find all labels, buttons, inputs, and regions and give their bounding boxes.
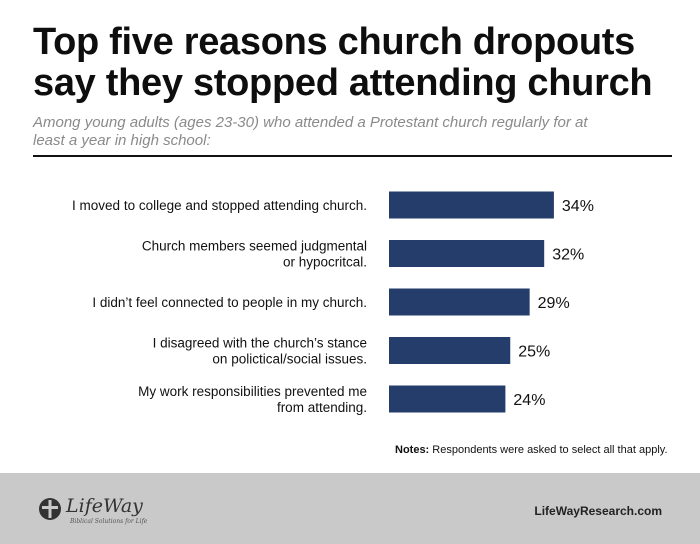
bar-value-label-4: 25%	[518, 344, 550, 361]
note-label: Notes:	[395, 444, 430, 456]
category-label-4: I disagreed with the church’s stance on p…	[153, 336, 367, 367]
category-label-line: I moved to college and stopped attending…	[72, 198, 367, 213]
bar-1	[389, 191, 554, 219]
footer: LifeWay Biblical Solutions for Life Life…	[0, 473, 700, 544]
category-label-line: I didn’t feel connected to people in my …	[92, 295, 367, 310]
category-label-1: I moved to college and stopped attending…	[72, 198, 367, 213]
bar-value-label-1: 34%	[562, 198, 594, 215]
category-label-5: My work responsibilities prevented me fro…	[138, 384, 367, 415]
category-label-3: I didn’t feel connected to people in my …	[92, 295, 367, 310]
bar-5	[389, 385, 506, 413]
category-label-2: Church members seemed judgmental or hypoc…	[142, 239, 367, 270]
bar-value-label-5: 24%	[513, 392, 545, 409]
logo-tagline: Biblical Solutions for Life	[70, 518, 148, 525]
lifeway-cross-icon	[39, 498, 61, 520]
category-label-line: or hypocritcal.	[283, 255, 367, 270]
category-label-line: from attending.	[277, 400, 367, 415]
logo-text: LifeWay	[66, 495, 143, 517]
page-subtitle: Among young adults (ages 23-30) who atte…	[33, 114, 588, 149]
chart-note: Notes: Respondents were asked to select …	[395, 444, 668, 456]
site-link[interactable]: LifeWayResearch.com	[534, 504, 662, 518]
category-label-line: Church members seemed judgmental	[142, 239, 367, 254]
bar-chart: 34% I moved to college and stopped attend…	[72, 191, 594, 415]
page-title: Top five reasons church dropouts say the…	[33, 21, 653, 104]
category-label-line: My work responsibilities prevented me	[138, 384, 367, 399]
bar-value-label-2: 32%	[552, 247, 584, 264]
bar-4	[389, 337, 511, 364]
bar-2	[389, 240, 545, 267]
category-label-line: on polictical/social issues.	[212, 352, 367, 367]
bar-value-label-3: 29%	[538, 295, 570, 312]
category-label-line: I disagreed with the church’s stance	[153, 336, 367, 351]
title-divider	[33, 155, 672, 157]
bar-3	[389, 288, 530, 316]
note-text: Respondents were asked to select all tha…	[429, 444, 668, 456]
